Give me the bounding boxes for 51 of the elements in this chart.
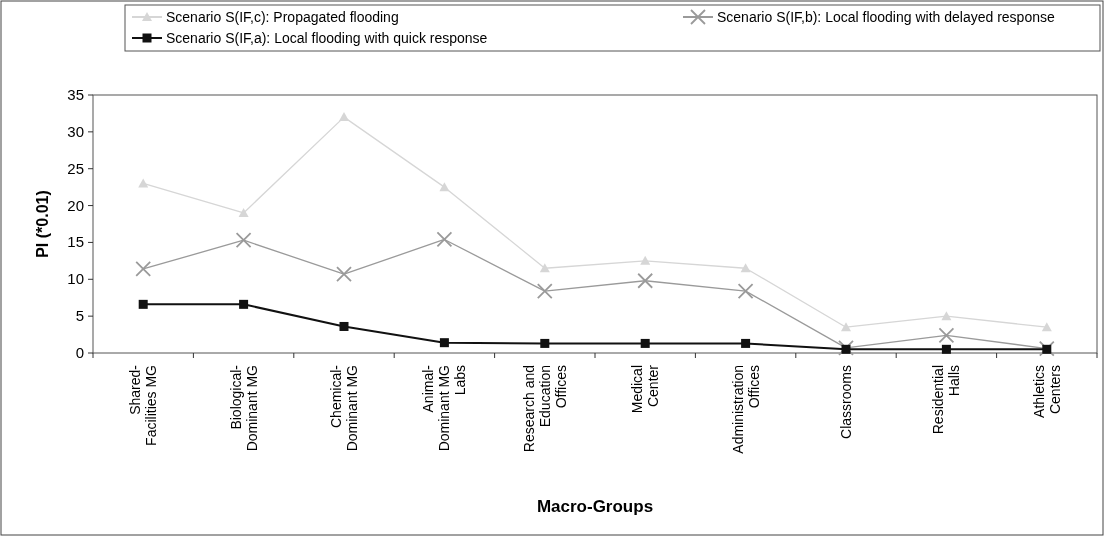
- point: [1042, 344, 1052, 354]
- point: [536, 283, 553, 299]
- point: [637, 272, 654, 289]
- point: [135, 261, 152, 277]
- point: [238, 207, 249, 217]
- point: [439, 338, 449, 348]
- point: [339, 321, 349, 331]
- point: [1041, 322, 1052, 332]
- point: [239, 299, 249, 309]
- y-tick-label: 0: [75, 344, 84, 361]
- point: [741, 338, 751, 348]
- point: [938, 327, 955, 344]
- x-tick-label: Classrooms: [838, 365, 854, 439]
- y-tick-label: 10: [67, 270, 84, 288]
- point: [439, 182, 450, 192]
- point: [740, 263, 751, 273]
- point: [737, 283, 754, 299]
- point: [540, 338, 550, 348]
- point: [339, 112, 349, 122]
- x-tick-label: Shared-Facilities MG: [127, 364, 160, 446]
- point: [539, 263, 550, 273]
- x-tick-label: Biological-Dominant MG: [227, 364, 260, 452]
- point: [436, 231, 453, 248]
- y-axis-title: PI (*0.01): [34, 190, 51, 258]
- x-axis-title: Macro-Groups: [536, 497, 654, 516]
- point: [941, 344, 951, 354]
- x-tick-label: Athletics Centers: [1030, 365, 1063, 418]
- point: [841, 322, 851, 332]
- x-tick-label: Administration Offices: [729, 365, 762, 454]
- point: [138, 299, 148, 309]
- x-tick-label: Animal-Dominant MG Labs: [420, 364, 469, 452]
- y-tick-label: 20: [67, 196, 84, 214]
- x-tick-label: Residential Halls: [930, 365, 963, 435]
- legend-label: Scenario S(IF,a): Local flooding with quick response: [166, 30, 488, 46]
- point: [941, 311, 952, 321]
- point: [640, 255, 651, 265]
- point: [640, 338, 650, 348]
- point: [841, 344, 851, 354]
- point: [235, 232, 252, 249]
- legend-label: Scenario S(IF,b): Local flooding with delayed response: [717, 9, 1055, 25]
- y-tick-label: 30: [67, 122, 84, 140]
- x-tick-label: Research and Education Offices: [520, 365, 569, 453]
- x-tick-label: Medical Center: [629, 364, 662, 414]
- y-tick-label: 25: [67, 159, 84, 177]
- y-tick-label: 35: [67, 86, 84, 103]
- point: [138, 178, 149, 188]
- y-tick-label: 5: [75, 307, 84, 325]
- legend-label: Scenario S(IF,c): Propagated flooding: [166, 9, 399, 25]
- point: [336, 266, 352, 283]
- x-tick-label: Chemical-Dominant MG: [328, 364, 360, 452]
- y-tick-label: 15: [67, 233, 84, 251]
